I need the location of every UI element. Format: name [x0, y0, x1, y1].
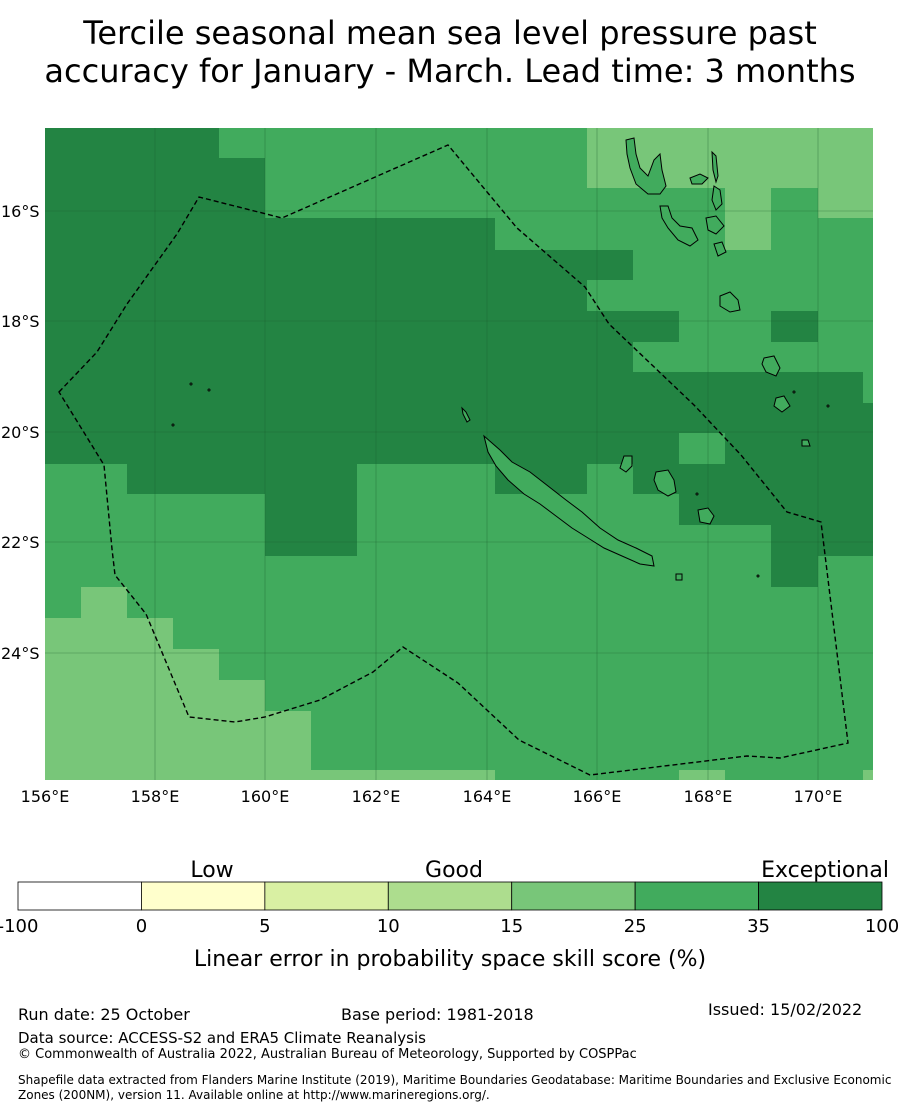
colorbar-bin [264, 881, 389, 911]
lon-tick-labels: 156°E 158°E 160°E 162°E 164°E 166°E 168°… [21, 787, 843, 806]
colorbar-tick-label: 5 [259, 916, 270, 937]
epi-island [713, 241, 727, 257]
coastlines [171, 137, 830, 581]
skill-region-hole [679, 433, 725, 464]
lat-tick-label: 20°S [1, 423, 40, 442]
espiritu-santo-island [625, 137, 667, 195]
colorbar-tick-label: 25 [624, 916, 647, 937]
run-date: Run date: 25 October [18, 1005, 190, 1024]
copyright-notice: © Commonwealth of Australia 2022, Austra… [18, 1047, 637, 1062]
map-panel [45, 128, 873, 780]
erromango-island [761, 355, 781, 377]
lat-tick-label: 24°S [1, 644, 40, 663]
colorbar-bin [758, 881, 883, 911]
chesterfield-islet-3 [171, 423, 175, 427]
new-caledonia-island [483, 434, 655, 567]
lat-tick-label: 22°S [1, 533, 40, 552]
map-title: Tercile seasonal mean sea level pressure… [0, 14, 900, 90]
lat-tick-label: 16°S [1, 202, 40, 221]
skill-region-south-light [679, 770, 725, 780]
skill-region-southwest-light [45, 587, 495, 780]
lon-tick-label: 166°E [573, 787, 622, 806]
colorbar-tick-label: 10 [377, 916, 400, 937]
colorbar-tick-label: 0 [136, 916, 147, 937]
base-period: Base period: 1981-2018 [341, 1005, 534, 1024]
eez-boundary [58, 144, 849, 776]
colorbar-bin [634, 881, 759, 911]
legend-category-labels: Low Good Exceptional [190, 858, 889, 883]
colorbar-bin [511, 881, 636, 911]
lat-tick-labels: 16°S 18°S 20°S 22°S 24°S [1, 202, 40, 663]
matthew-island [801, 439, 811, 447]
skill-map: 156°E 158°E 160°E 162°E 164°E 166°E 168°… [1, 128, 873, 806]
map-title-line-2: accuracy for January - March. Lead time:… [44, 52, 856, 90]
colorbar-legend: Low Good Exceptional -100 0 5 10 15 25 35 100 L… [0, 858, 899, 970]
colorbar-bin [387, 881, 513, 911]
aniwa-islet [792, 390, 796, 394]
lat-tick-label: 18°S [1, 312, 40, 331]
tanna-island [773, 395, 791, 413]
pentecost-island [711, 185, 723, 211]
ouvea-island [619, 455, 633, 473]
graticule [45, 128, 873, 780]
isle-of-pines [675, 573, 683, 581]
chesterfield-islet-1 [189, 382, 193, 386]
lon-tick-label: 160°E [241, 787, 290, 806]
futuna-islet [826, 404, 830, 408]
lifou-island [653, 469, 677, 497]
mare-island [697, 507, 715, 525]
colorbar-bins [17, 881, 883, 911]
ambrym-island [705, 215, 725, 235]
legend-category-good: Good [425, 858, 483, 883]
walpole-islet [756, 574, 760, 578]
lon-tick-label: 170°E [794, 787, 843, 806]
data-source: Data source: ACCESS-S2 and ERA5 Climate … [18, 1029, 426, 1047]
malakula-island [659, 205, 699, 247]
colorbar-tick-labels: -100 0 5 10 15 25 35 100 [0, 916, 899, 937]
ambae-island [689, 173, 709, 185]
tiga-islet [695, 492, 699, 496]
lon-tick-label: 164°E [463, 787, 512, 806]
issued-date: Issued: 15/02/2022 [708, 1000, 863, 1019]
skill-region-small-exceptional [771, 311, 818, 342]
lon-tick-label: 168°E [684, 787, 733, 806]
colorbar-tick-label: 100 [865, 916, 899, 937]
chesterfield-islet-2 [207, 388, 211, 392]
lon-tick-label: 158°E [131, 787, 180, 806]
map-title-line-1: Tercile seasonal mean sea level pressure… [83, 14, 817, 52]
colorbar-bin [141, 881, 266, 911]
legend-category-exceptional: Exceptional [761, 858, 889, 883]
efate-island [719, 291, 741, 313]
legend-category-low: Low [190, 858, 233, 883]
colorbar-tick-label: 35 [747, 916, 770, 937]
belep-island [461, 406, 471, 423]
maewo-island [711, 150, 719, 184]
shapefile-credit: Shapefile data extracted from Flanders M… [18, 1073, 892, 1102]
skill-region-corner-light [863, 770, 873, 780]
lon-tick-label: 162°E [352, 787, 401, 806]
colorbar-axis-label: Linear error in probability space skill … [194, 947, 706, 970]
colorbar-tick-label: 15 [500, 916, 523, 937]
colorbar-bin [17, 881, 142, 911]
colorbar-tick-label: -100 [0, 916, 38, 937]
lon-tick-label: 156°E [21, 787, 70, 806]
